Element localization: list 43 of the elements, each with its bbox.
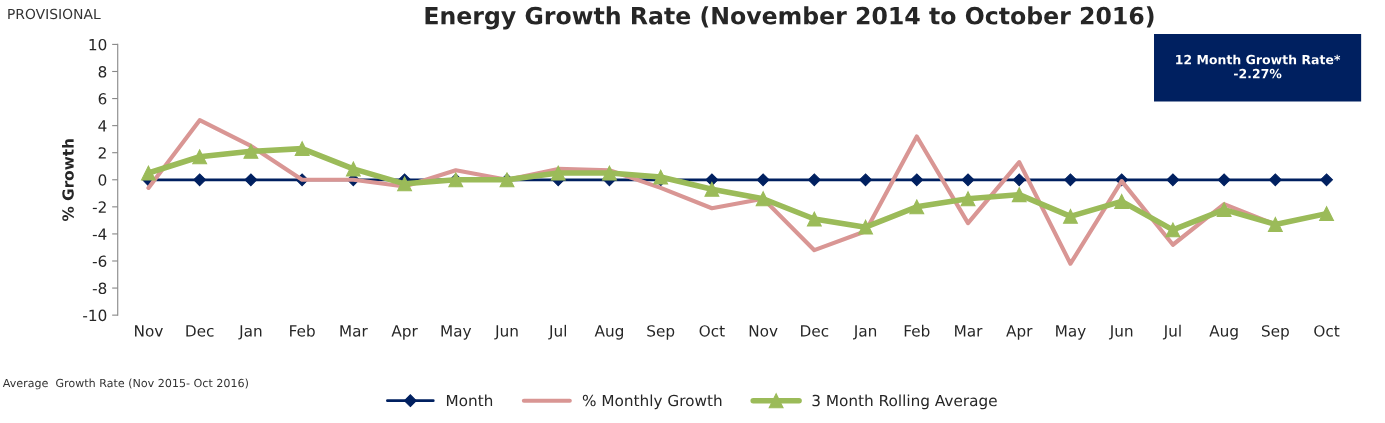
x-tick-label: Aug (594, 325, 623, 340)
y-tick-label: 2 (98, 147, 106, 159)
x-tick-label: Jul (1162, 324, 1181, 340)
x-tick-label: Jul (548, 324, 567, 340)
x-tick-label: Dec (186, 325, 214, 337)
y-tick-label: 8 (98, 65, 107, 78)
legend-label: 3 Month Rolling Average (812, 394, 997, 410)
x-tick-label: May (1056, 325, 1086, 340)
x-tick-label: Mar (340, 325, 368, 337)
y-tick-label: -10 (83, 309, 107, 322)
x-tick-label: Jan (238, 325, 262, 340)
legend-label: Month (446, 394, 493, 407)
x-tick-label: Sep (647, 325, 675, 340)
x-tick-label: Aug (1209, 325, 1238, 340)
x-tick-label: Sep (1261, 325, 1289, 340)
text: Average Growth Rate (Nov 2015- Oct 2016) (2, 378, 248, 390)
y-tick-label: -6 (92, 255, 107, 268)
x-tick-label: Mar (955, 325, 983, 337)
x-tick-label: Feb (290, 324, 315, 337)
y-tick-label: 0 (98, 174, 107, 186)
x-tick-label: Nov (135, 325, 163, 337)
y-tick-label: 4 (98, 120, 107, 132)
x-tick-label: Apr (1006, 325, 1033, 340)
x-tick-label: May (441, 325, 472, 340)
x-tick-label: Jan (853, 325, 877, 340)
y-tick-label: -2 (92, 201, 106, 213)
x-tick-label: Oct (699, 325, 725, 337)
y-tick-label: 10 (89, 38, 107, 51)
y-tick-label: 6 (98, 93, 107, 105)
text: PROVISIONAL (8, 8, 101, 20)
y-tick-label: -4 (92, 228, 107, 240)
y-tick-label: -8 (92, 282, 107, 295)
y-axis-title: % Growth (62, 139, 74, 222)
x-tick-label: Jun (494, 325, 518, 340)
x-tick-label: Apr (391, 325, 418, 340)
x-tick-label: Jun (1108, 325, 1133, 340)
annotation: 12 Month Growth Rate* -2.27% (1176, 54, 1341, 79)
x-tick-label: Dec (801, 325, 829, 337)
x-tick-label: Oct (1314, 325, 1340, 337)
legend-label: % Monthly Growth (582, 394, 722, 410)
chart-title: Energy Growth Rate (November 2014 to October 2016) (425, 6, 1154, 30)
x-tick-label: Feb (904, 324, 930, 337)
x-tick-label: Nov (749, 325, 778, 337)
